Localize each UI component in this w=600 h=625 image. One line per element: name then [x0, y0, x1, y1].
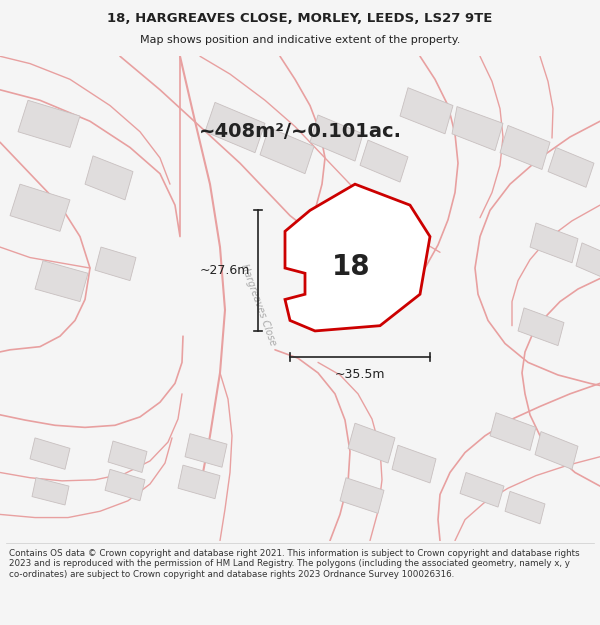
Text: ~408m²/~0.101ac.: ~408m²/~0.101ac. — [199, 122, 401, 141]
Polygon shape — [30, 438, 70, 469]
Polygon shape — [518, 308, 564, 346]
Polygon shape — [460, 472, 504, 507]
Polygon shape — [500, 126, 550, 169]
Polygon shape — [95, 247, 136, 281]
Polygon shape — [452, 107, 503, 151]
Polygon shape — [392, 445, 436, 483]
Polygon shape — [548, 148, 594, 188]
Polygon shape — [285, 184, 430, 331]
Polygon shape — [85, 156, 133, 200]
Text: 18: 18 — [332, 253, 371, 281]
Polygon shape — [185, 434, 227, 468]
Text: Map shows position and indicative extent of the property.: Map shows position and indicative extent… — [140, 35, 460, 45]
Text: Hargreaves Close: Hargreaves Close — [239, 262, 277, 347]
Polygon shape — [400, 88, 453, 134]
Polygon shape — [35, 261, 88, 302]
Polygon shape — [32, 478, 69, 505]
Polygon shape — [576, 243, 600, 281]
Polygon shape — [535, 432, 578, 469]
Polygon shape — [490, 412, 536, 451]
Polygon shape — [260, 127, 314, 174]
Text: Contains OS data © Crown copyright and database right 2021. This information is : Contains OS data © Crown copyright and d… — [9, 549, 580, 579]
Polygon shape — [108, 441, 147, 472]
Polygon shape — [18, 100, 80, 148]
Polygon shape — [205, 102, 265, 152]
Polygon shape — [340, 478, 384, 513]
Polygon shape — [505, 491, 545, 524]
Polygon shape — [178, 465, 220, 499]
Text: ~35.5m: ~35.5m — [335, 368, 385, 381]
Text: ~27.6m: ~27.6m — [200, 264, 250, 277]
Polygon shape — [348, 423, 395, 463]
Polygon shape — [310, 115, 363, 161]
Polygon shape — [530, 223, 578, 262]
Text: 18, HARGREAVES CLOSE, MORLEY, LEEDS, LS27 9TE: 18, HARGREAVES CLOSE, MORLEY, LEEDS, LS2… — [107, 12, 493, 26]
Polygon shape — [10, 184, 70, 231]
Polygon shape — [105, 469, 145, 501]
Polygon shape — [360, 140, 408, 182]
